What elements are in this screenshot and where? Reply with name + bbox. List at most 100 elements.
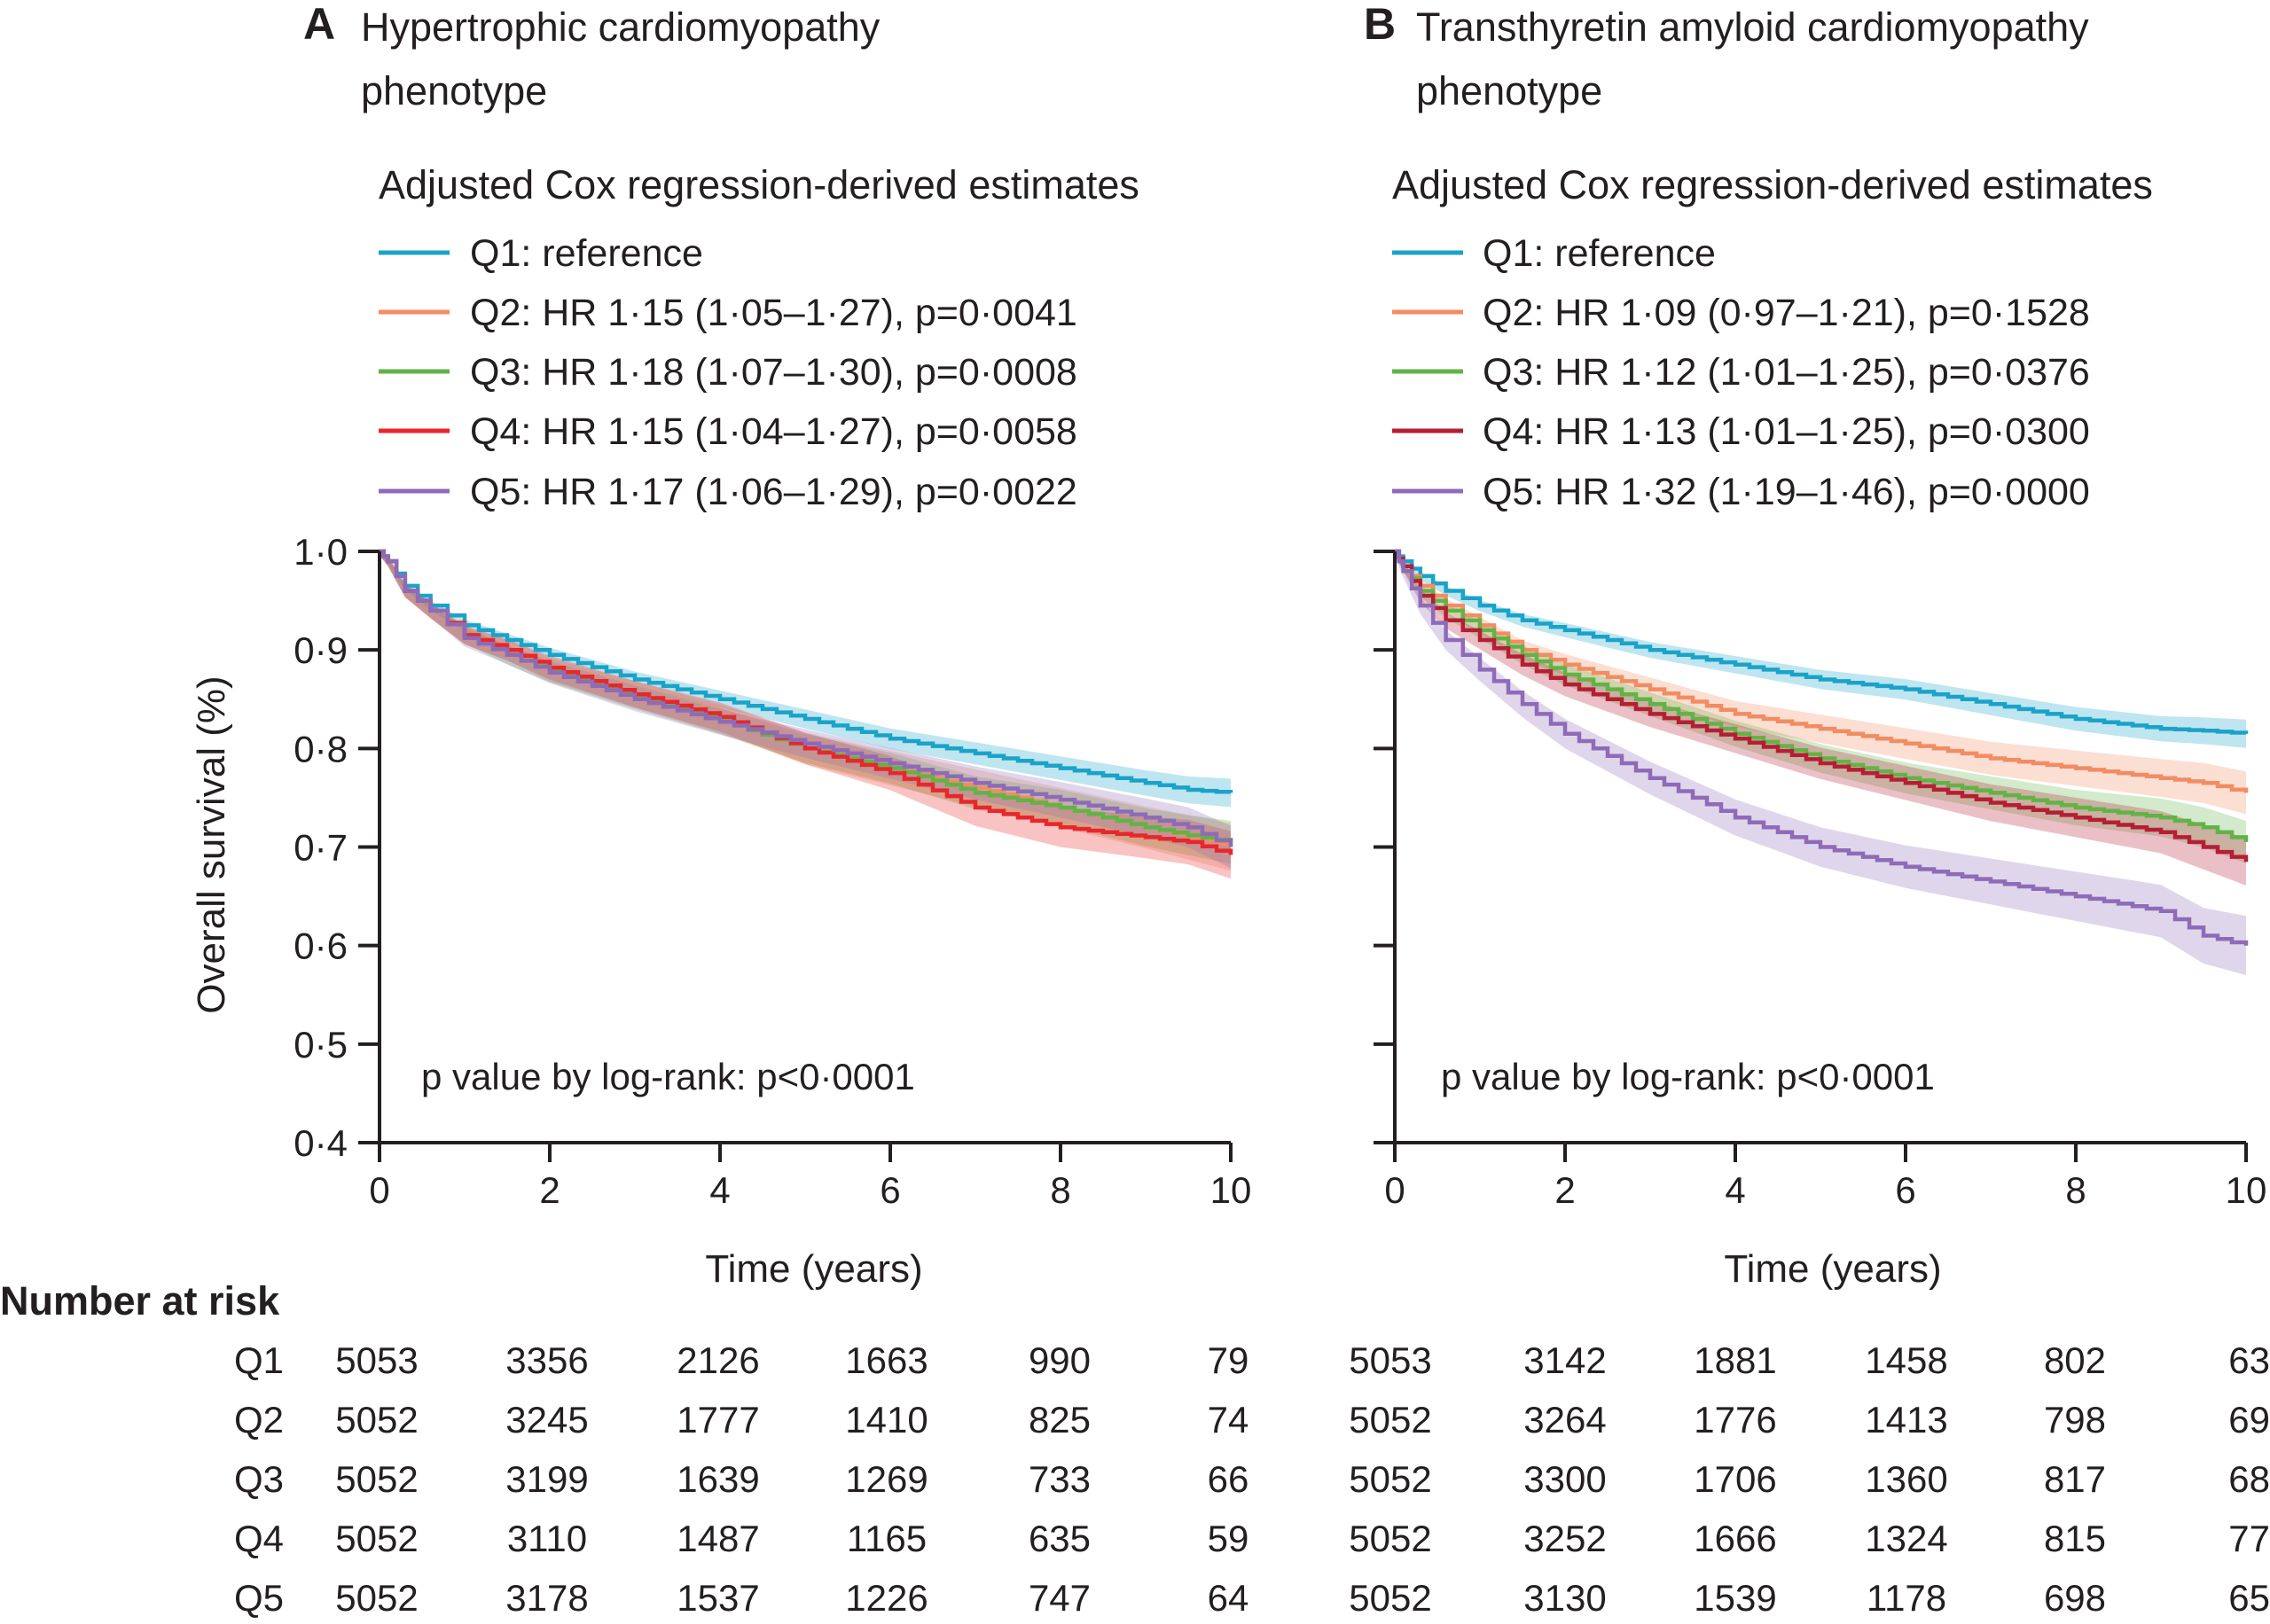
panel-b-x-tick-label: 2 [1554,1169,1575,1211]
risk-cell: 733 [1029,1458,1091,1500]
panel-a-y-tick-label: 0·6 [294,925,348,967]
risk-cell: 74 [1208,1399,1249,1441]
panel-a-band-q3 [380,551,1231,863]
risk-cell: 3356 [505,1339,588,1381]
panel-b-legend-label-q2: Q2: HR 1·09 (0·97–1·21), p=0·1528 [1483,292,2090,334]
risk-cell: 3110 [507,1518,587,1559]
panel-b-legend-label-q3: Q3: HR 1·12 (1·01–1·25), p=0·0376 [1483,351,2090,394]
risk-cell: 59 [1208,1518,1249,1559]
risk-cell: 1165 [847,1518,927,1559]
risk-cell: 5053 [1349,1339,1431,1381]
panel-a-band-q4 [380,551,1231,879]
panel-a-curve-q1 [380,549,1233,794]
panel-a-y-tick-label: 0·8 [294,728,348,769]
risk-row-label-q2: Q2 [234,1399,284,1441]
panel-a-legend: Adjusted Cox regression-derived estimate… [379,162,1139,513]
risk-cell: 5052 [335,1518,418,1559]
panel-a-legend-label-q4: Q4: HR 1·15 (1·04–1·27), p=0·0058 [470,410,1077,453]
risk-cell: 5052 [1349,1458,1431,1500]
risk-cell: 1881 [1694,1339,1776,1381]
risk-cell: 65 [2228,1577,2270,1619]
risk-cell: 825 [1029,1399,1091,1441]
panel-a-legend-label-q2: Q2: HR 1·15 (1·05–1·27), p=0·0041 [470,292,1077,334]
panel-b-curve-q2 [1395,549,2249,793]
risk-cell: 77 [2228,1518,2270,1559]
panel-b-band-q2 [1395,551,2246,815]
risk-cell: 698 [2044,1577,2106,1619]
panel-a-y-tick-label: 0·9 [294,629,348,671]
risk-cell: 798 [2044,1399,2106,1441]
panel-a-y-tick-label: 1·0 [294,531,348,573]
risk-table-title: Number at risk [0,1278,280,1323]
risk-cell: 3142 [1523,1339,1606,1381]
risk-cell: 3199 [505,1458,588,1500]
panel-a-y-tick-label: 0·7 [294,827,348,869]
risk-cell: 1663 [845,1339,928,1381]
panel-b-curve-q5 [1395,549,2249,946]
risk-cell: 1410 [845,1399,928,1441]
risk-cell: 3130 [1523,1577,1606,1619]
panel-b-x-tick-label: 4 [1725,1169,1745,1211]
risk-cell: 1539 [1694,1577,1776,1619]
panel-a-x-tick-label: 2 [539,1169,560,1211]
panel-b-x-tick-label: 6 [1895,1169,1915,1211]
risk-cell: 1706 [1694,1458,1776,1500]
panel-b-plot: 0 2 4 6 8 10 [1374,549,2266,1211]
risk-row-label-q1: Q1 [234,1339,284,1381]
risk-cell: 63 [2228,1339,2270,1381]
panel-a-plot: 0·4 0·5 0·6 0·7 0·8 0·9 1·0 0 2 4 6 8 10 [294,531,1251,1211]
panel-a-legend-label-q5: Q5: HR 1·17 (1·06–1·29), p=0·0022 [470,471,1077,513]
panel-a-y-tick-label: 0·4 [294,1122,348,1164]
panel-b-x-tick-label: 0 [1384,1169,1405,1211]
panel-b-title-line-2: phenotype [1416,68,1602,113]
panel-b-band-q3 [1395,551,2246,863]
risk-cell: 69 [2228,1399,2270,1441]
panel-a-x-axis-label: Time (years) [705,1247,922,1291]
panel-b-x-axis-label: Time (years) [1724,1247,1941,1291]
risk-cell: 747 [1029,1577,1091,1619]
risk-cell: 1360 [1865,1458,1947,1500]
risk-cell: 815 [2044,1518,2106,1559]
panel-b-band-q5 [1395,551,2246,975]
risk-row-label-q4: Q4 [234,1518,284,1559]
risk-cell: 5052 [1349,1399,1431,1441]
risk-cell: 1458 [1865,1339,1947,1381]
risk-cell: 5052 [1349,1577,1431,1619]
risk-row-label-q5: Q5 [234,1577,284,1619]
risk-cell: 1639 [677,1458,759,1500]
panel-a-y-axis-label: Overall survival (%) [190,675,233,1013]
risk-cell: 1666 [1694,1518,1776,1559]
panel-b-legend-title: Adjusted Cox regression-derived estimate… [1392,162,2153,207]
panel-a-title-line-2: phenotype [361,68,547,113]
panel-a-x-tick-label: 10 [1210,1169,1252,1211]
panel-a-y-tick-label: 0·5 [294,1024,348,1066]
risk-cell: 3245 [505,1399,588,1441]
panel-b-legend: Adjusted Cox regression-derived estimate… [1392,162,2153,513]
risk-cell: 2126 [677,1339,759,1381]
risk-cell: 990 [1029,1339,1091,1381]
panel-b: B Transthyretin amyloid cardiomyopathy p… [1364,0,2266,1291]
risk-cell: 1776 [1694,1399,1776,1441]
panel-a-logrank-annotation: p value by log-rank: p<0·0001 [421,1056,915,1097]
risk-cell: 3178 [505,1577,588,1619]
risk-cell: 1324 [1865,1518,1947,1559]
risk-cell: 1269 [845,1458,928,1500]
risk-cell: 817 [2044,1458,2106,1500]
panel-b-curve-q1 [1395,549,2249,735]
risk-row-label-q3: Q3 [234,1458,284,1500]
panel-a-x-tick-label: 6 [880,1169,900,1211]
panel-a-letter: A [303,0,335,49]
risk-cell: 635 [1029,1518,1091,1559]
risk-cell: 802 [2044,1339,2106,1381]
panel-a-band-q1 [380,551,1231,808]
panel-b-curve-q4 [1395,549,2249,863]
risk-cell: 5052 [335,1577,418,1619]
risk-cell: 68 [2228,1458,2270,1500]
panel-a-title-line-1: Hypertrophic cardiomyopathy [361,4,881,50]
risk-cell: 1178 [1867,1577,1946,1619]
risk-cell: 3264 [1523,1399,1606,1441]
risk-cell: 1226 [845,1577,928,1619]
risk-cell: 64 [1208,1577,1249,1619]
risk-cell: 66 [1208,1458,1249,1500]
